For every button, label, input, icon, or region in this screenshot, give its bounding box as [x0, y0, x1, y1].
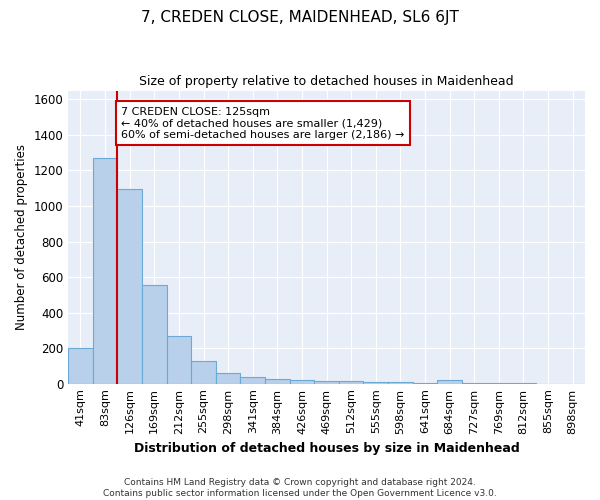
Bar [216, 373, 241, 384]
Text: Contains HM Land Registry data © Crown copyright and database right 2024.
Contai: Contains HM Land Registry data © Crown c… [103, 478, 497, 498]
Title: Size of property relative to detached houses in Maidenhead: Size of property relative to detached ho… [139, 75, 514, 88]
Bar [191, 362, 216, 384]
Bar [68, 348, 93, 384]
Bar [388, 382, 413, 384]
Bar [314, 381, 339, 384]
Bar [167, 336, 191, 384]
Bar [364, 382, 388, 384]
Bar [93, 158, 118, 384]
Bar [437, 380, 462, 384]
Text: 7 CREDEN CLOSE: 125sqm
← 40% of detached houses are smaller (1,429)
60% of semi-: 7 CREDEN CLOSE: 125sqm ← 40% of detached… [121, 106, 404, 140]
X-axis label: Distribution of detached houses by size in Maidenhead: Distribution of detached houses by size … [134, 442, 520, 455]
Text: 7, CREDEN CLOSE, MAIDENHEAD, SL6 6JT: 7, CREDEN CLOSE, MAIDENHEAD, SL6 6JT [141, 10, 459, 25]
Bar [241, 378, 265, 384]
Bar [413, 383, 437, 384]
Bar [290, 380, 314, 384]
Bar [118, 189, 142, 384]
Y-axis label: Number of detached properties: Number of detached properties [15, 144, 28, 330]
Bar [142, 285, 167, 384]
Bar [462, 383, 487, 384]
Bar [265, 379, 290, 384]
Bar [339, 381, 364, 384]
